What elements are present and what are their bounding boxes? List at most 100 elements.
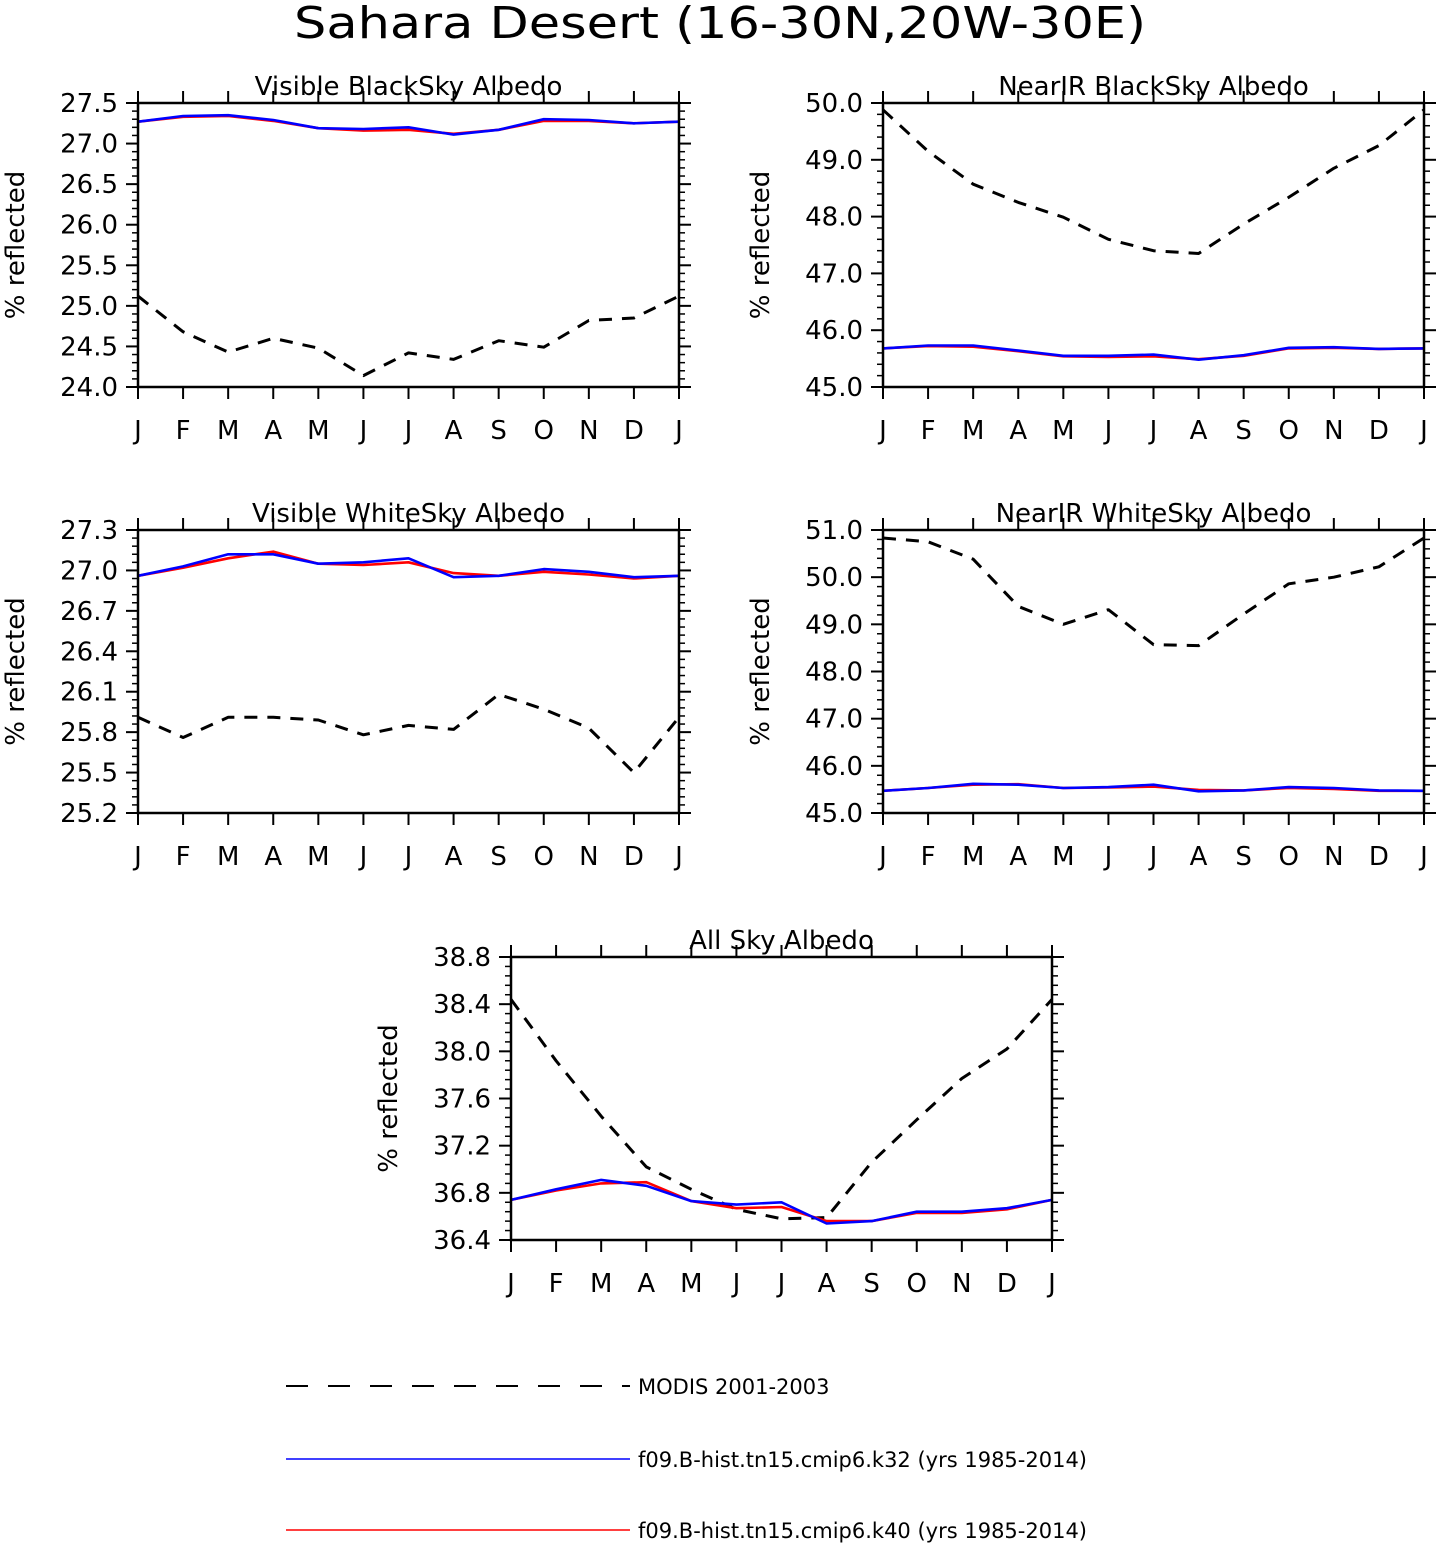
y-tick-label: 49.0 xyxy=(805,146,863,176)
x-tick-label: S xyxy=(490,842,507,872)
plot-frame xyxy=(136,101,681,389)
x-tick-label: A xyxy=(445,416,463,446)
y-tick-label: 24.0 xyxy=(60,373,118,403)
y-tick-label: 25.5 xyxy=(60,251,118,281)
y-tick-label: 46.0 xyxy=(805,316,863,346)
x-tick-label: F xyxy=(176,842,191,872)
series-line-modis xyxy=(881,108,1425,255)
y-tick-label: 27.0 xyxy=(60,556,118,586)
x-tick-label: J xyxy=(1418,416,1428,446)
y-tick-label: 48.0 xyxy=(805,658,863,688)
y-axis-label: % reflected xyxy=(746,171,776,319)
x-tick-label: A xyxy=(1009,416,1027,446)
x-tick-label: J xyxy=(1418,842,1428,872)
x-tick-label: M xyxy=(590,1269,612,1299)
y-tick-label: 27.0 xyxy=(60,130,118,160)
y-tick-label: 26.0 xyxy=(60,211,118,241)
y-tick-label: 36.8 xyxy=(433,1179,491,1209)
x-tick-label: D xyxy=(1369,416,1389,446)
y-tick-label: 37.2 xyxy=(433,1132,491,1162)
figure-title: Sahara Desert (16-30N,20W-30E) xyxy=(294,0,1146,49)
legend-label: f09.B-hist.tn15.cmip6.k40 (yrs 1985-2014… xyxy=(638,1519,1087,1543)
plot-frame xyxy=(881,528,1426,815)
x-tick-label: J xyxy=(1103,842,1113,872)
legend: MODIS 2001-2003 f09.B-hist.tn15.cmip6.k32… xyxy=(286,1375,1087,1543)
legend-label: MODIS 2001-2003 xyxy=(638,1375,829,1399)
x-tick-label: S xyxy=(490,416,507,446)
x-tick-label: J xyxy=(1103,416,1113,446)
plot-frame xyxy=(881,101,1426,389)
y-tick-label: 46.0 xyxy=(805,752,863,782)
x-tick-label: J xyxy=(358,842,368,872)
y-tick-label: 48.0 xyxy=(805,203,863,233)
x-tick-label: S xyxy=(1235,416,1252,446)
x-tick-label: N xyxy=(579,416,598,446)
x-tick-label: M xyxy=(1052,416,1074,446)
x-tick-label: J xyxy=(132,416,142,446)
x-tick-label: A xyxy=(445,842,463,872)
y-tick-label: 38.8 xyxy=(433,943,491,973)
series-line-model xyxy=(510,1178,1053,1225)
series-line-model xyxy=(137,114,680,136)
y-tick-label: 27.5 xyxy=(60,89,118,119)
legend-label: f09.B-hist.tn15.cmip6.k32 (yrs 1985-2014… xyxy=(638,1448,1087,1472)
x-tick-label: J xyxy=(731,1269,741,1299)
x-tick-label: S xyxy=(863,1269,880,1299)
x-tick-label: N xyxy=(579,842,598,872)
series-line-model xyxy=(882,344,1425,362)
y-tick-label: 25.2 xyxy=(60,799,118,829)
x-tick-label: J xyxy=(877,416,887,446)
y-tick-label: 36.4 xyxy=(433,1226,491,1256)
series-line-model xyxy=(137,552,680,579)
x-tick-label: F xyxy=(921,416,936,446)
x-tick-label: S xyxy=(1235,842,1252,872)
x-tick-label: J xyxy=(1148,416,1158,446)
x-tick-label: J xyxy=(132,842,142,872)
x-tick-label: J xyxy=(673,842,683,872)
y-tick-label: 51.0 xyxy=(805,516,863,546)
x-tick-label: J xyxy=(877,842,887,872)
y-tick-label: 47.0 xyxy=(805,705,863,735)
y-tick-label: 25.0 xyxy=(60,292,118,322)
y-tick-label: 25.8 xyxy=(60,718,118,748)
plot-frame xyxy=(136,528,681,815)
plot-frame xyxy=(509,955,1054,1242)
x-tick-label: D xyxy=(624,842,644,872)
x-tick-label: D xyxy=(624,416,644,446)
y-axis-label: % reflected xyxy=(1,171,31,319)
x-tick-label: J xyxy=(1046,1269,1056,1299)
x-tick-label: A xyxy=(818,1269,836,1299)
y-tick-label: 45.0 xyxy=(805,799,863,829)
y-tick-label: 26.4 xyxy=(60,637,118,667)
x-tick-label: M xyxy=(680,1269,702,1299)
x-tick-label: M xyxy=(217,842,239,872)
y-axis-label: % reflected xyxy=(746,597,776,745)
series-line-modis xyxy=(137,294,680,378)
y-axis-label: % reflected xyxy=(1,597,31,745)
x-tick-label: D xyxy=(997,1269,1017,1299)
x-tick-label: J xyxy=(776,1269,786,1299)
y-tick-label: 38.4 xyxy=(433,990,491,1020)
series-line-model xyxy=(882,782,1425,793)
x-tick-label: J xyxy=(505,1269,515,1299)
x-tick-label: N xyxy=(952,1269,971,1299)
y-tick-label: 37.6 xyxy=(433,1085,491,1115)
series-line-modis xyxy=(137,692,681,775)
x-tick-label: O xyxy=(534,416,554,446)
x-tick-label: A xyxy=(1009,842,1027,872)
x-tick-label: M xyxy=(307,842,329,872)
series-line-model xyxy=(137,113,680,136)
y-tick-label: 26.5 xyxy=(60,170,118,200)
series-line-model xyxy=(137,550,680,580)
y-tick-label: 50.0 xyxy=(805,89,863,119)
x-tick-label: A xyxy=(264,842,282,872)
y-tick-label: 27.3 xyxy=(60,516,118,546)
x-tick-label: A xyxy=(1190,842,1208,872)
